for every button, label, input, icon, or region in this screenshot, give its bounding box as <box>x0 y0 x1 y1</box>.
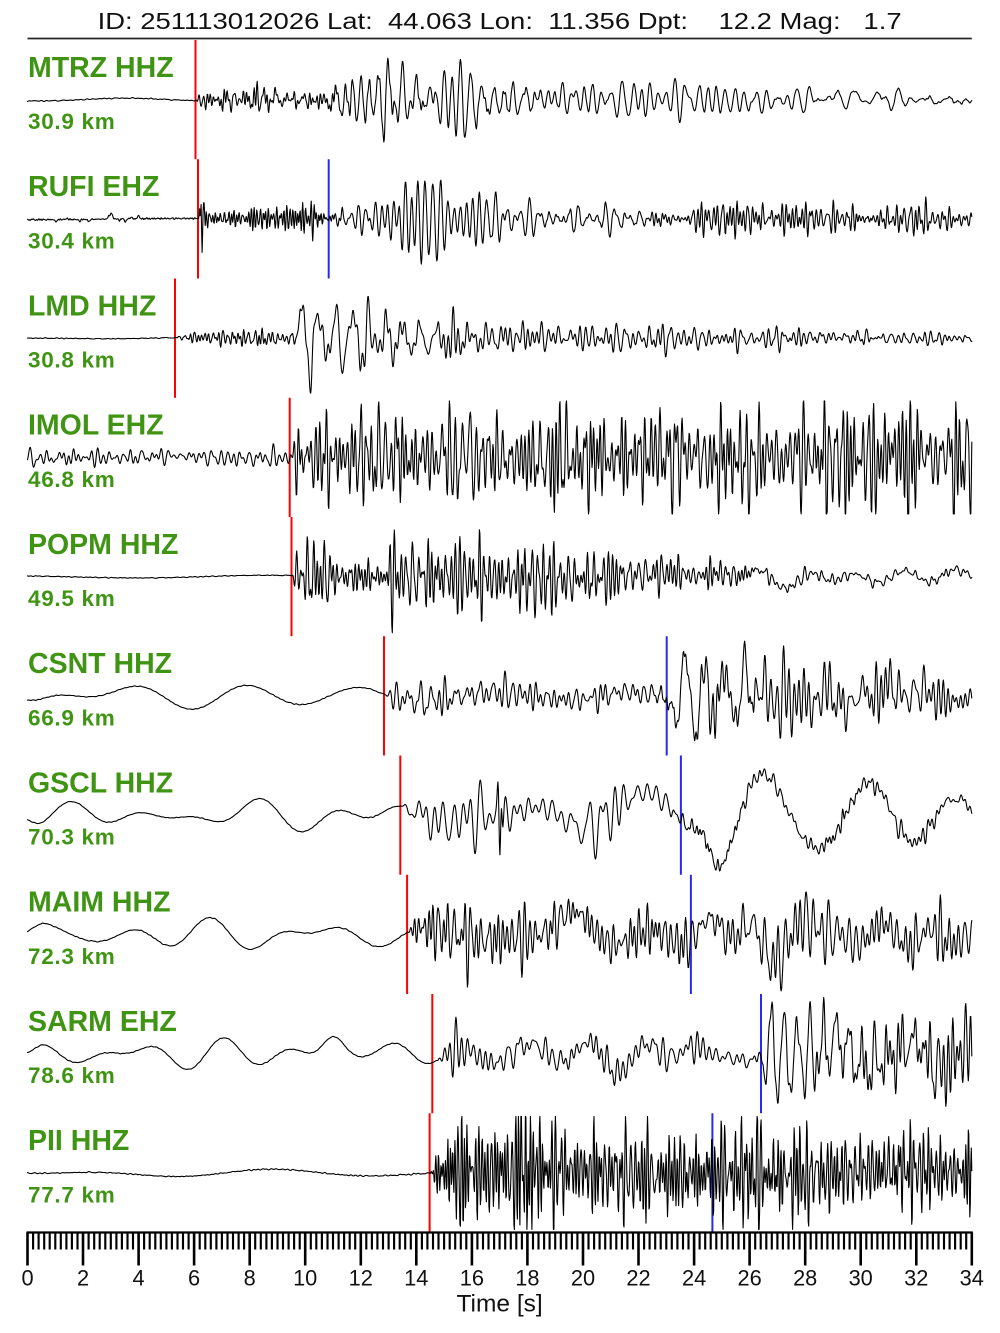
svg-text:Time [s]: Time [s] <box>456 1291 542 1318</box>
svg-text:MTRZ HHZ: MTRZ HHZ <box>28 52 174 84</box>
svg-text:24: 24 <box>682 1266 706 1291</box>
svg-text:14: 14 <box>404 1266 428 1291</box>
svg-text:46.8 km: 46.8 km <box>28 467 115 492</box>
svg-text:20: 20 <box>571 1266 595 1291</box>
svg-text:ID: 251113012026 Lat: 44.063: ID: 251113012026 Lat: 44.063 Lon: 11.356… <box>98 8 902 34</box>
svg-text:72.3 km: 72.3 km <box>28 944 115 969</box>
svg-text:70.3 km: 70.3 km <box>28 825 115 850</box>
svg-text:28: 28 <box>793 1266 817 1291</box>
svg-text:10: 10 <box>293 1266 317 1291</box>
svg-text:RUFI EHZ: RUFI EHZ <box>28 171 159 203</box>
svg-text:0: 0 <box>21 1266 33 1291</box>
svg-text:CSNT HHZ: CSNT HHZ <box>28 648 172 680</box>
svg-text:GSCL HHZ: GSCL HHZ <box>28 767 173 799</box>
svg-text:MAIM HHZ: MAIM HHZ <box>28 887 170 919</box>
svg-text:SARM EHZ: SARM EHZ <box>28 1006 177 1038</box>
svg-text:49.5 km: 49.5 km <box>28 586 115 611</box>
svg-text:22: 22 <box>626 1266 650 1291</box>
svg-text:32: 32 <box>904 1266 928 1291</box>
svg-text:PII HHZ: PII HHZ <box>28 1125 129 1157</box>
svg-text:34: 34 <box>960 1266 984 1291</box>
svg-text:POPM HHZ: POPM HHZ <box>28 529 178 561</box>
svg-text:78.6 km: 78.6 km <box>28 1063 115 1088</box>
svg-text:IMOL EHZ: IMOL EHZ <box>28 410 164 442</box>
svg-text:77.7 km: 77.7 km <box>28 1183 115 1208</box>
svg-text:6: 6 <box>188 1266 200 1291</box>
svg-text:30.4 km: 30.4 km <box>28 229 115 254</box>
svg-text:8: 8 <box>244 1266 256 1291</box>
svg-text:2: 2 <box>77 1266 89 1291</box>
svg-text:66.9 km: 66.9 km <box>28 706 115 731</box>
svg-text:16: 16 <box>460 1266 484 1291</box>
svg-text:LMD HHZ: LMD HHZ <box>28 290 156 322</box>
svg-text:30.9 km: 30.9 km <box>28 109 115 134</box>
svg-text:12: 12 <box>349 1266 373 1291</box>
svg-text:4: 4 <box>133 1266 145 1291</box>
svg-text:26: 26 <box>737 1266 761 1291</box>
svg-text:30.8 km: 30.8 km <box>28 348 115 373</box>
svg-text:18: 18 <box>515 1266 539 1291</box>
svg-text:30: 30 <box>849 1266 873 1291</box>
